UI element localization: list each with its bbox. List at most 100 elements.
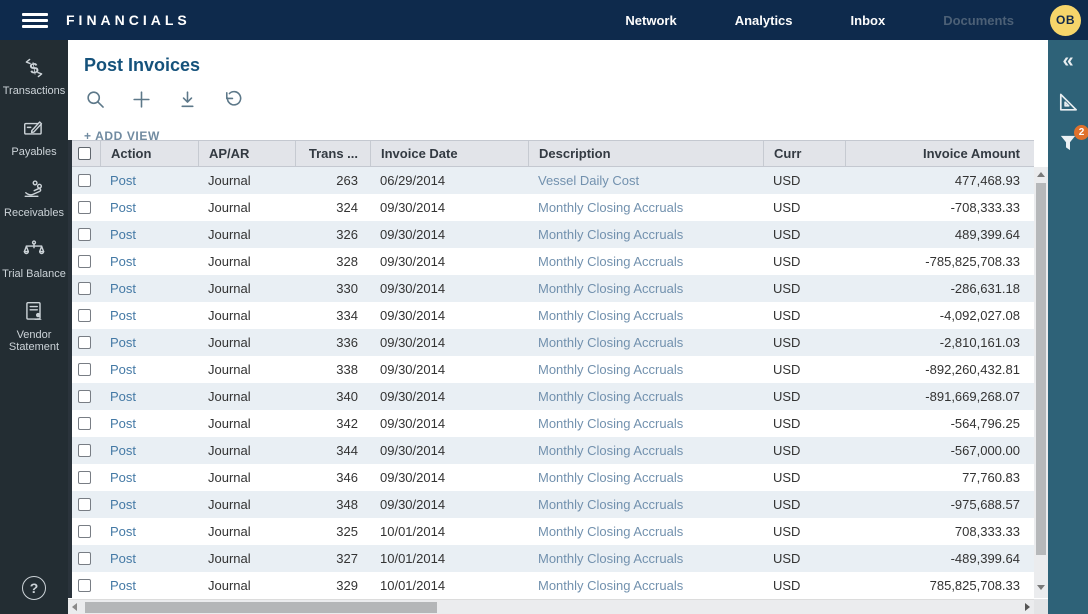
scroll-up-arrow-icon[interactable]	[1037, 172, 1045, 177]
search-icon[interactable]	[85, 89, 106, 110]
description-link[interactable]: Monthly Closing Accruals	[538, 362, 683, 377]
filter-icon[interactable]: 2	[1057, 132, 1079, 159]
set-square-icon[interactable]	[1056, 90, 1080, 114]
horizontal-scrollbar-thumb[interactable]	[85, 602, 437, 613]
row-checkbox[interactable]	[78, 363, 91, 376]
column-header-action[interactable]: Action	[100, 141, 198, 166]
help-icon[interactable]: ?	[22, 576, 46, 600]
post-action-link[interactable]: Post	[110, 578, 136, 593]
post-action-link[interactable]: Post	[110, 416, 136, 431]
table-row[interactable]: Post Journal 340 09/30/2014 Monthly Clos…	[68, 383, 1034, 410]
row-checkbox[interactable]	[78, 525, 91, 538]
description-link[interactable]: Monthly Closing Accruals	[538, 416, 683, 431]
table-row[interactable]: Post Journal 263 06/29/2014 Vessel Daily…	[68, 167, 1034, 194]
undo-icon[interactable]	[223, 89, 244, 110]
left-sidebar: $ Transactions Payables Receivables	[0, 40, 68, 614]
description-link[interactable]: Monthly Closing Accruals	[538, 470, 683, 485]
post-action-link[interactable]: Post	[110, 470, 136, 485]
horizontal-scrollbar[interactable]	[68, 599, 1034, 614]
row-checkbox[interactable]	[78, 471, 91, 484]
table-row[interactable]: Post Journal 338 09/30/2014 Monthly Clos…	[68, 356, 1034, 383]
row-checkbox[interactable]	[78, 579, 91, 592]
row-checkbox[interactable]	[78, 552, 91, 565]
sidebar-item-transactions[interactable]: $ Transactions	[1, 56, 67, 97]
column-header-description[interactable]: Description	[528, 141, 763, 166]
table-row[interactable]: Post Journal 346 09/30/2014 Monthly Clos…	[68, 464, 1034, 491]
download-icon[interactable]	[177, 89, 198, 110]
row-checkbox[interactable]	[78, 282, 91, 295]
column-header-invoice-date[interactable]: Invoice Date	[370, 141, 528, 166]
description-link[interactable]: Monthly Closing Accruals	[538, 281, 683, 296]
description-link[interactable]: Monthly Closing Accruals	[538, 200, 683, 215]
table-row[interactable]: Post Journal 324 09/30/2014 Monthly Clos…	[68, 194, 1034, 221]
column-header-curr[interactable]: Curr	[763, 141, 845, 166]
table-row[interactable]: Post Journal 342 09/30/2014 Monthly Clos…	[68, 410, 1034, 437]
post-action-link[interactable]: Post	[110, 200, 136, 215]
description-link[interactable]: Monthly Closing Accruals	[538, 578, 683, 593]
user-avatar[interactable]: OB	[1050, 5, 1081, 36]
description-link[interactable]: Monthly Closing Accruals	[538, 227, 683, 242]
post-action-link[interactable]: Post	[110, 524, 136, 539]
table-row[interactable]: Post Journal 336 09/30/2014 Monthly Clos…	[68, 329, 1034, 356]
add-icon[interactable]	[131, 89, 152, 110]
table-row[interactable]: Post Journal 326 09/30/2014 Monthly Clos…	[68, 221, 1034, 248]
row-checkbox[interactable]	[78, 201, 91, 214]
sidebar-item-payables[interactable]: Payables	[1, 117, 67, 158]
row-checkbox[interactable]	[78, 309, 91, 322]
table-row[interactable]: Post Journal 348 09/30/2014 Monthly Clos…	[68, 491, 1034, 518]
vertical-scrollbar[interactable]	[1034, 167, 1048, 598]
description-link[interactable]: Monthly Closing Accruals	[538, 497, 683, 512]
row-checkbox[interactable]	[78, 174, 91, 187]
description-link[interactable]: Monthly Closing Accruals	[538, 551, 683, 566]
table-row[interactable]: Post Journal 344 09/30/2014 Monthly Clos…	[68, 437, 1034, 464]
scroll-down-arrow-icon[interactable]	[1037, 585, 1045, 590]
table-row[interactable]: Post Journal 330 09/30/2014 Monthly Clos…	[68, 275, 1034, 302]
nav-item-inbox[interactable]: Inbox	[851, 13, 886, 28]
row-checkbox[interactable]	[78, 417, 91, 430]
row-checkbox[interactable]	[78, 498, 91, 511]
table-row[interactable]: Post Journal 328 09/30/2014 Monthly Clos…	[68, 248, 1034, 275]
post-action-link[interactable]: Post	[110, 443, 136, 458]
row-checkbox[interactable]	[78, 228, 91, 241]
collapse-panel-icon[interactable]: «	[1062, 50, 1073, 72]
post-action-link[interactable]: Post	[110, 389, 136, 404]
column-header-apar[interactable]: AP/AR	[198, 141, 295, 166]
table-row[interactable]: Post Journal 325 10/01/2014 Monthly Clos…	[68, 518, 1034, 545]
post-action-link[interactable]: Post	[110, 308, 136, 323]
description-link[interactable]: Monthly Closing Accruals	[538, 389, 683, 404]
post-action-link[interactable]: Post	[110, 173, 136, 188]
post-action-link[interactable]: Post	[110, 281, 136, 296]
description-link[interactable]: Monthly Closing Accruals	[538, 524, 683, 539]
description-link[interactable]: Monthly Closing Accruals	[538, 254, 683, 269]
description-link[interactable]: Monthly Closing Accruals	[538, 335, 683, 350]
row-checkbox[interactable]	[78, 336, 91, 349]
column-header-trans[interactable]: Trans ...	[295, 141, 370, 166]
description-link[interactable]: Vessel Daily Cost	[538, 173, 639, 188]
post-action-link[interactable]: Post	[110, 497, 136, 512]
row-checkbox[interactable]	[78, 444, 91, 457]
row-checkbox[interactable]	[78, 390, 91, 403]
table-row[interactable]: Post Journal 329 10/01/2014 Monthly Clos…	[68, 572, 1034, 599]
description-link[interactable]: Monthly Closing Accruals	[538, 443, 683, 458]
table-row[interactable]: Post Journal 334 09/30/2014 Monthly Clos…	[68, 302, 1034, 329]
scroll-left-arrow-icon[interactable]	[72, 603, 77, 611]
sidebar-item-receivables[interactable]: Receivables	[1, 178, 67, 219]
post-action-link[interactable]: Post	[110, 551, 136, 566]
post-action-link[interactable]: Post	[110, 254, 136, 269]
vertical-scrollbar-thumb[interactable]	[1036, 183, 1046, 555]
post-action-link[interactable]: Post	[110, 362, 136, 377]
table-row[interactable]: Post Journal 327 10/01/2014 Monthly Clos…	[68, 545, 1034, 572]
row-checkbox[interactable]	[78, 255, 91, 268]
description-link[interactable]: Monthly Closing Accruals	[538, 308, 683, 323]
scroll-right-arrow-icon[interactable]	[1025, 603, 1030, 611]
select-all-checkbox[interactable]	[78, 147, 91, 160]
post-action-link[interactable]: Post	[110, 335, 136, 350]
nav-item-network[interactable]: Network	[625, 13, 676, 28]
hamburger-menu-icon[interactable]	[22, 10, 48, 31]
column-header-invoice-amount[interactable]: Invoice Amount	[845, 141, 1034, 166]
sidebar-item-trial-balance[interactable]: Trial Balance	[1, 239, 67, 280]
nav-item-documents[interactable]: Documents	[943, 13, 1014, 28]
nav-item-analytics[interactable]: Analytics	[735, 13, 793, 28]
post-action-link[interactable]: Post	[110, 227, 136, 242]
sidebar-item-vendor-statement[interactable]: Vendor Statement	[1, 300, 67, 353]
